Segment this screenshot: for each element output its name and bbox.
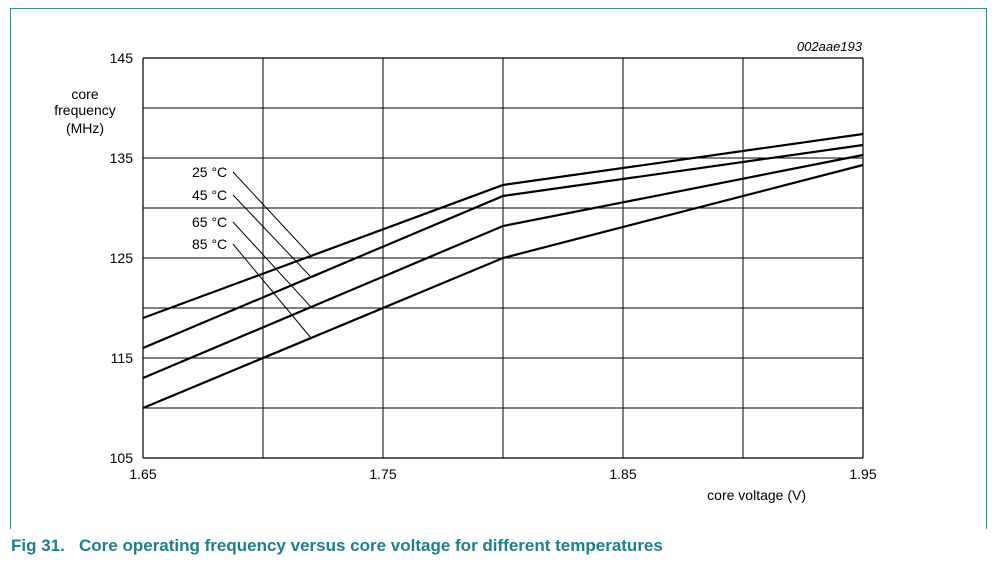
series-label-leader bbox=[232, 221, 312, 308]
y-tick-label: 105 bbox=[110, 450, 134, 466]
x-tick-label: 1.85 bbox=[609, 466, 636, 482]
y-tick-label: 135 bbox=[110, 150, 134, 166]
y-tick-label: 145 bbox=[110, 50, 134, 66]
series-line bbox=[142, 132, 864, 320]
series-line bbox=[142, 163, 864, 410]
x-tick-label: 1.75 bbox=[369, 466, 396, 482]
series-label: 25 °C bbox=[192, 164, 227, 180]
y-tick-label: 125 bbox=[110, 250, 134, 266]
series-label: 45 °C bbox=[192, 187, 227, 203]
x-axis-label: core voltage (V) bbox=[707, 487, 806, 503]
series-label-leader bbox=[232, 194, 312, 278]
figure-code: 002aae193 bbox=[797, 39, 863, 54]
y-axis-label-line-1: core bbox=[71, 86, 98, 102]
series-label: 65 °C bbox=[192, 214, 227, 230]
series-label-leader bbox=[232, 171, 312, 257]
figure-frame bbox=[10, 8, 987, 529]
series-label-leader bbox=[232, 243, 312, 339]
tick-labels: 1.65 1.75 1.85 1.95 105 115 125 135 145 bbox=[110, 50, 877, 482]
x-tick-label: 1.65 bbox=[129, 466, 156, 482]
series-label: 85 °C bbox=[192, 236, 227, 252]
x-tick-label: 1.95 bbox=[849, 466, 876, 482]
series-line bbox=[142, 153, 864, 380]
series-lines bbox=[142, 132, 864, 410]
y-axis-label-line-2: frequency bbox=[54, 102, 115, 118]
series-line bbox=[142, 143, 864, 350]
figure-caption: Fig 31. Core operating frequency versus … bbox=[11, 536, 663, 555]
series-labels: 25 °C 45 °C 65 °C 85 °C bbox=[192, 164, 312, 339]
y-axis-label-line-3: (MHz) bbox=[66, 120, 104, 136]
y-tick-label: 115 bbox=[111, 350, 134, 366]
